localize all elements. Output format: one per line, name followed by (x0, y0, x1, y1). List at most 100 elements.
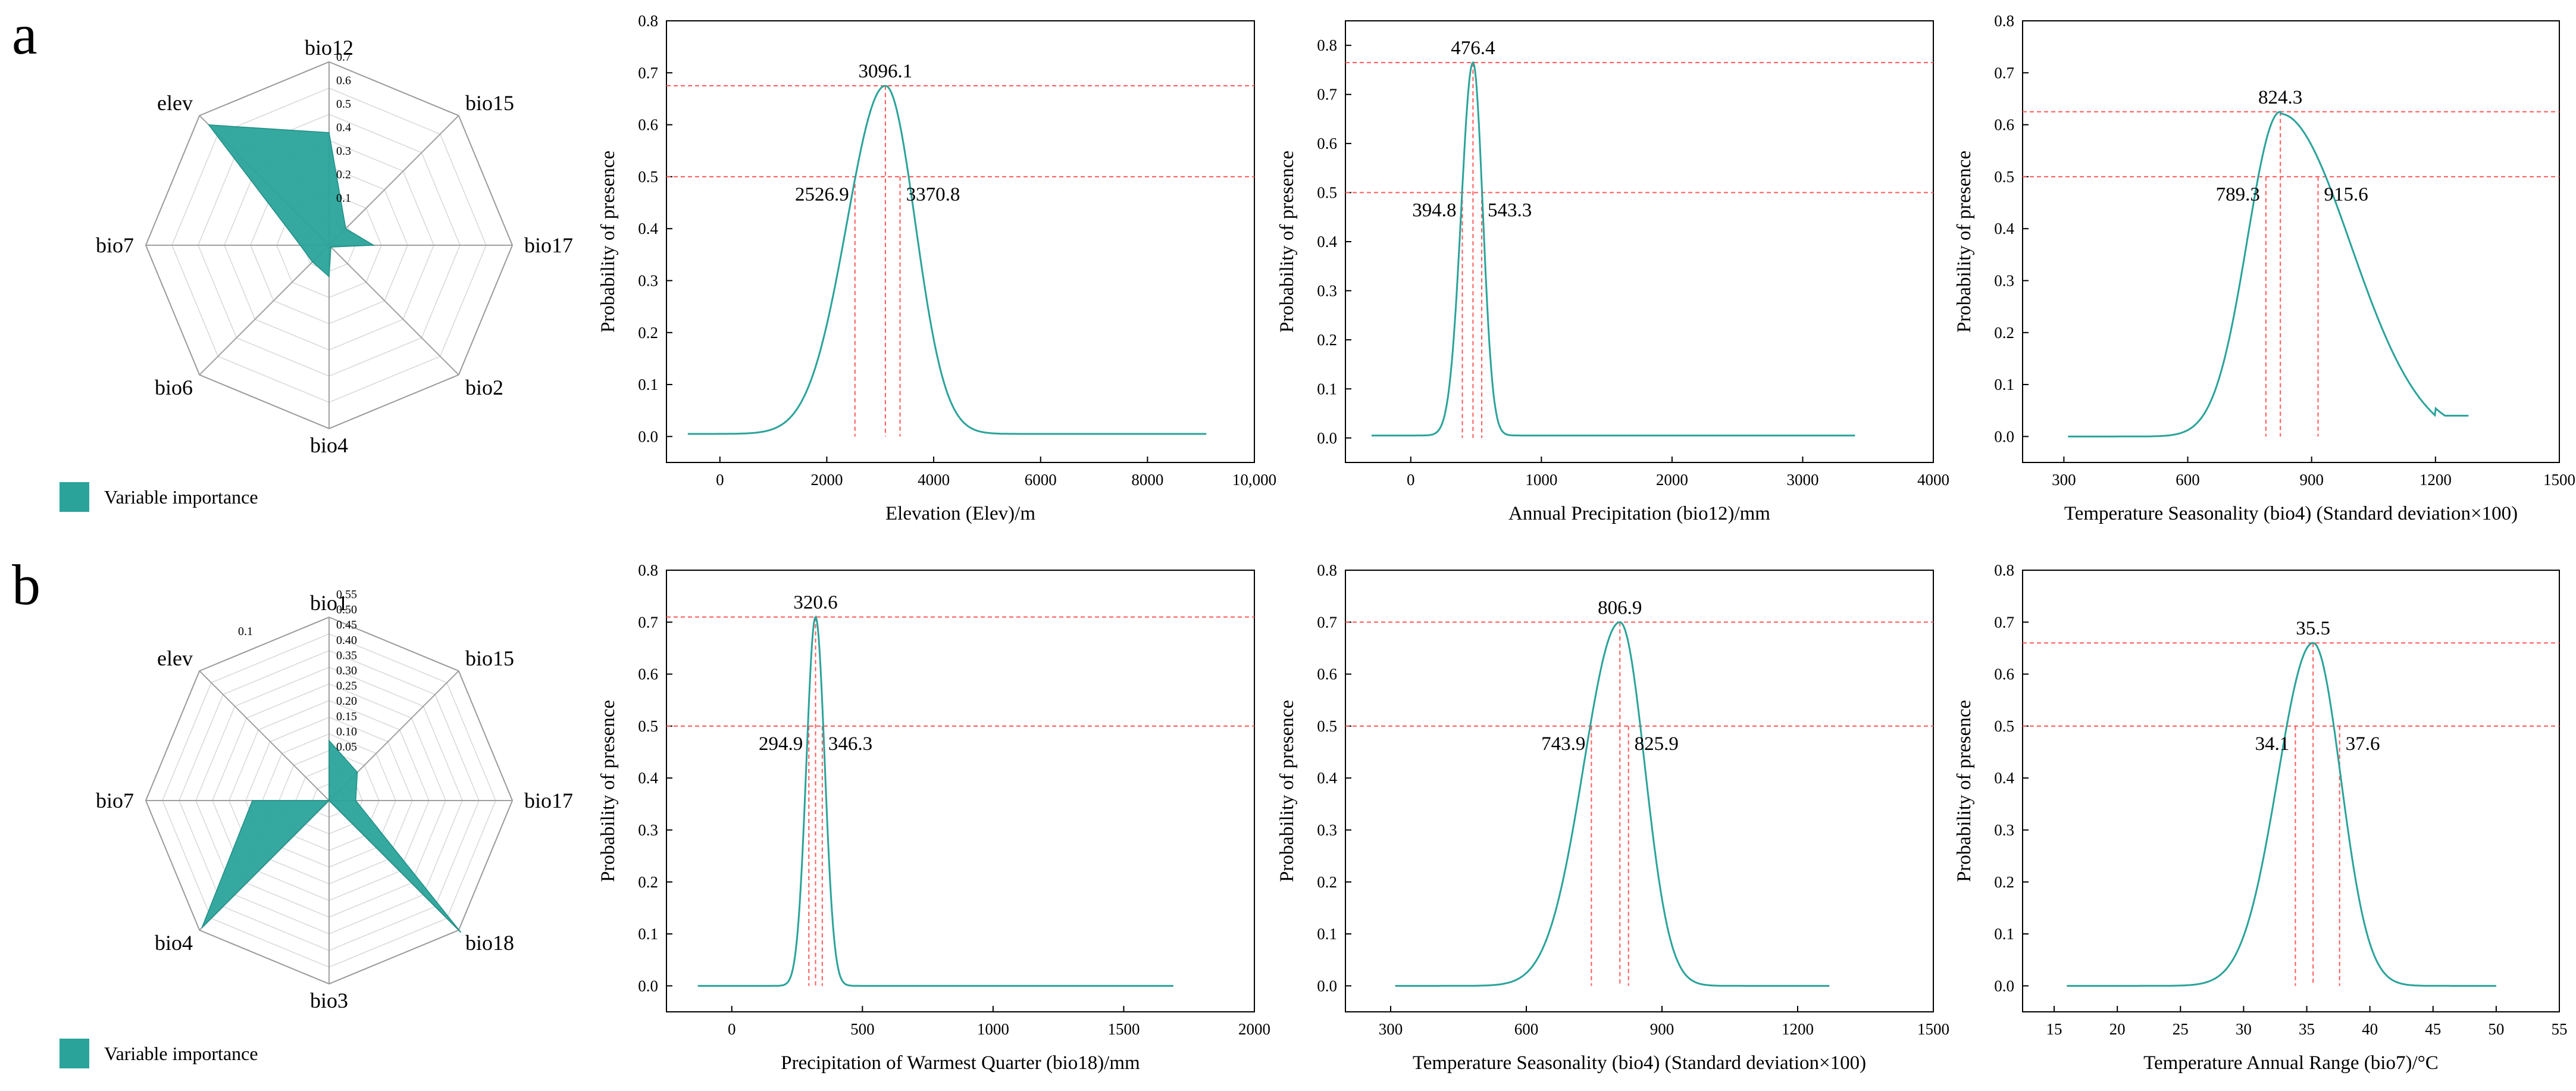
x-tick-label: 500 (850, 1020, 875, 1038)
y-tick-label: 0.6 (638, 116, 658, 134)
response-curve (2068, 111, 2469, 437)
response-chart-1: 0.0 0.1 0.2 0.3 0.4 0.5 0.6 0.7 0.8 0 2000 4000 6000… (597, 12, 1276, 524)
radar-ring-label: 0.05 (336, 740, 357, 754)
y-tick-label: 0.0 (1317, 977, 1337, 995)
y-tick-label: 0.0 (1994, 427, 2014, 445)
x-tick-label: 45 (2425, 1020, 2441, 1038)
x-tick-label: 4000 (1917, 471, 1949, 489)
y-tick-label: 0.8 (1994, 12, 2014, 30)
y-tick-label: 0.6 (1994, 116, 2014, 134)
response-curve (687, 85, 1207, 435)
y-tick-label: 0.8 (1317, 36, 1337, 54)
y-tick-label: 0.0 (1317, 429, 1337, 447)
y-tick-label: 0.1 (1994, 925, 2014, 943)
y-tick-label: 0.5 (1994, 168, 2014, 186)
x-tick-label: 300 (2052, 471, 2076, 489)
radar-ring-label: 0.15 (336, 710, 357, 723)
response-chart-4: 0.0 0.1 0.2 0.3 0.4 0.5 0.6 0.7 0.8 0 500 1000 1500 2… (597, 561, 1270, 1074)
radar-ring-label: 0.1 (238, 625, 253, 638)
radar-axis-label: bio17 (524, 789, 573, 812)
response-chart-2: 0.0 0.1 0.2 0.3 0.4 0.5 0.6 0.7 0.8 0 1000 2000 3000… (1276, 20, 1949, 524)
y-tick-label: 0.4 (1317, 769, 1337, 787)
response-curve (697, 615, 1173, 987)
radar-axis-label: bio12 (305, 36, 353, 60)
response-curve (2067, 642, 2496, 987)
y-tick-label: 0.3 (1994, 271, 2014, 289)
radar-ring-label: 0.20 (336, 695, 357, 708)
y-axis-label: Probability of presence (597, 151, 619, 333)
radar-data-polygon (201, 739, 462, 933)
radar-axis-label: bio15 (465, 646, 514, 670)
radar-ring-label: 0.5 (336, 98, 351, 111)
y-tick-label: 0.8 (1994, 561, 2014, 579)
y-tick-label: 0.6 (1317, 135, 1337, 152)
y-tick-label: 0.1 (638, 925, 658, 943)
plot-frame (666, 570, 1255, 1012)
plot-frame (2022, 20, 2560, 463)
x-tick-label: 3000 (1786, 471, 1818, 489)
peak-value-label: 806.9 (1598, 597, 1642, 618)
x-tick-label: 1500 (1917, 1020, 1949, 1038)
radar-ring-label: 0.2 (336, 168, 351, 182)
upper-threshold-label: 543.3 (1488, 200, 1532, 221)
x-tick-label: 600 (2176, 471, 2200, 489)
y-tick-label: 0.8 (1317, 561, 1337, 579)
peak-value-label: 476.4 (1451, 37, 1495, 59)
radar-axis-label: bio4 (155, 931, 193, 955)
y-axis-label: Probability of presence (1954, 700, 1975, 882)
radar-ring-label: 0.4 (336, 121, 351, 135)
y-tick-label: 0.2 (1317, 873, 1337, 891)
lower-threshold-label: 394.8 (1412, 200, 1456, 221)
y-tick-label: 0.0 (1994, 977, 2014, 995)
y-tick-label: 0.4 (1994, 769, 2014, 787)
radar-ring-label: 0.10 (336, 725, 357, 738)
x-tick-label: 35 (2299, 1020, 2315, 1038)
y-tick-label: 0.2 (638, 873, 658, 891)
legend-label: Variable importance (104, 1043, 258, 1064)
x-tick-label: 50 (2488, 1020, 2504, 1038)
lower-threshold-label: 2526.9 (795, 184, 849, 205)
peak-value-label: 320.6 (793, 592, 837, 614)
y-tick-label: 0.3 (1317, 282, 1337, 299)
x-tick-label: 8000 (1131, 471, 1163, 489)
plot-frame (666, 20, 1255, 463)
x-tick-label: 4000 (918, 471, 950, 489)
y-tick-label: 0.7 (1317, 86, 1337, 104)
response-curve (1371, 61, 1855, 437)
y-tick-label: 0.8 (638, 561, 658, 579)
y-tick-label: 0.6 (638, 665, 658, 683)
y-tick-label: 0.1 (1994, 376, 2014, 393)
x-axis-label: Temperature Seasonality (bio4) (Standard… (1413, 1052, 1866, 1074)
x-tick-label: 15 (2046, 1020, 2062, 1038)
y-tick-label: 0.3 (638, 271, 658, 289)
x-tick-label: 2000 (1656, 471, 1688, 489)
x-tick-label: 1200 (2420, 471, 2452, 489)
plot-frame (1345, 20, 1934, 463)
radar-axis-label: bio3 (310, 989, 348, 1012)
x-tick-label: 0 (716, 471, 724, 489)
x-tick-label: 20 (2109, 1020, 2126, 1038)
radar-axis-label: bio1 (310, 591, 348, 615)
x-axis-label: Precipitation of Warmest Quarter (bio18)… (781, 1052, 1140, 1074)
radar-ring-label: 0.30 (336, 664, 357, 677)
radar-axis-label: elev (157, 646, 193, 670)
upper-threshold-label: 915.6 (2324, 184, 2368, 205)
y-tick-label: 0.4 (1994, 220, 2014, 237)
y-tick-label: 0.3 (638, 821, 658, 839)
y-tick-label: 0.2 (1317, 331, 1337, 349)
radar-ring-label: 0.55 (336, 588, 357, 601)
radar-chart-b: 0.05 0.10 0.15 0.20 0.25 0.30 0.35 0.40 0.450.50… (60, 588, 573, 1068)
y-axis-label: Probability of presence (597, 700, 619, 882)
radar-axis-label: bio15 (465, 91, 514, 115)
radar-axis-label: bio7 (96, 233, 134, 257)
radar-spoke (328, 245, 459, 376)
lower-threshold-label: 294.9 (759, 733, 803, 755)
response-curve (1395, 621, 1830, 987)
x-tick-label: 1000 (1525, 471, 1557, 489)
y-tick-label: 0.5 (1994, 717, 2014, 735)
radar-ring-label: 0.40 (336, 634, 357, 647)
response-curves: 0.00.10.20.30.40.50.60.70.80 2000 4000 6000… (597, 12, 2575, 1074)
radar-spoke (199, 670, 330, 801)
legend-label: Variable importance (104, 486, 258, 508)
